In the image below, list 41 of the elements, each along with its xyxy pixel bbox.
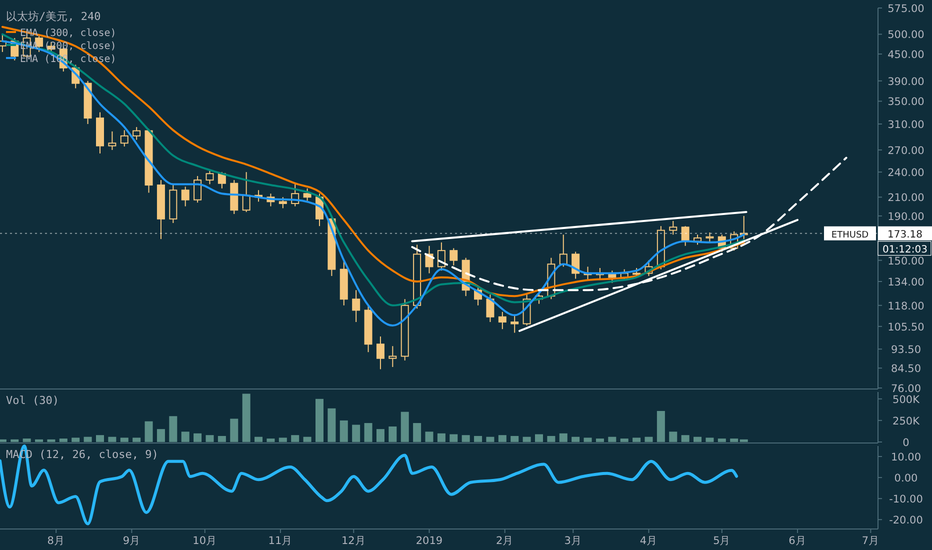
y-tick-label: 10.00: [890, 452, 922, 464]
x-tick-label: 7月: [862, 535, 880, 547]
x-tick-label: 10月: [192, 535, 218, 547]
y-tick-label: 390.00: [888, 76, 924, 88]
x-tick-label: 9月: [122, 535, 141, 547]
y-tick-label: 500K: [892, 394, 921, 406]
x-tick-label: 12月: [341, 535, 366, 547]
y-tick-label: 0.00: [894, 472, 918, 485]
y-tick-label: -10.00: [889, 494, 923, 506]
x-tick-label: 2月: [496, 535, 514, 547]
y-tick-label: 270.00: [888, 144, 924, 157]
x-tick-label: 2019: [416, 535, 443, 547]
y-tick-label: 240.00: [888, 167, 924, 180]
y-tick-label: 118.00: [888, 300, 924, 312]
y-tick-label: 105.50: [888, 321, 924, 334]
y-tick-label: 93.50: [890, 344, 922, 356]
y-tick-label: 84.50: [890, 363, 922, 376]
y-tick-label: 134.00: [888, 276, 924, 289]
y-tick-label: 150.00: [888, 255, 924, 268]
x-tick-label: 6月: [788, 535, 806, 547]
text: 01:12:03: [882, 244, 928, 256]
y-tick-label: 450.00: [888, 49, 924, 62]
x-tick-label: 5月: [713, 535, 731, 547]
x-tick-label: 4月: [640, 535, 658, 547]
x-tick-label: 8月: [47, 535, 65, 547]
y-tick-label: 76.00: [890, 383, 922, 395]
y-tick-label: 310.00: [888, 119, 924, 132]
y-tick-label: 575.00: [888, 3, 924, 15]
y-tick-label: 250K: [892, 415, 921, 428]
chart-title: Vol (30): [6, 394, 59, 407]
chart-title: 以太坊/美元, 240: [6, 10, 101, 23]
x-tick-label: 3月: [564, 535, 582, 547]
annotation: ETHUSD: [831, 230, 869, 240]
y-tick-label: 500.00: [888, 29, 924, 42]
x-tick-label: 11月: [268, 535, 293, 547]
y-tick-label: 350.00: [888, 96, 924, 108]
y-tick-label: 210.00: [888, 192, 924, 204]
y-tick-label: 0: [902, 437, 910, 449]
y-tick-label: 190.00: [888, 210, 924, 223]
ref-line-label: 173.18: [888, 229, 922, 240]
y-tick-label: -20.00: [889, 514, 923, 527]
